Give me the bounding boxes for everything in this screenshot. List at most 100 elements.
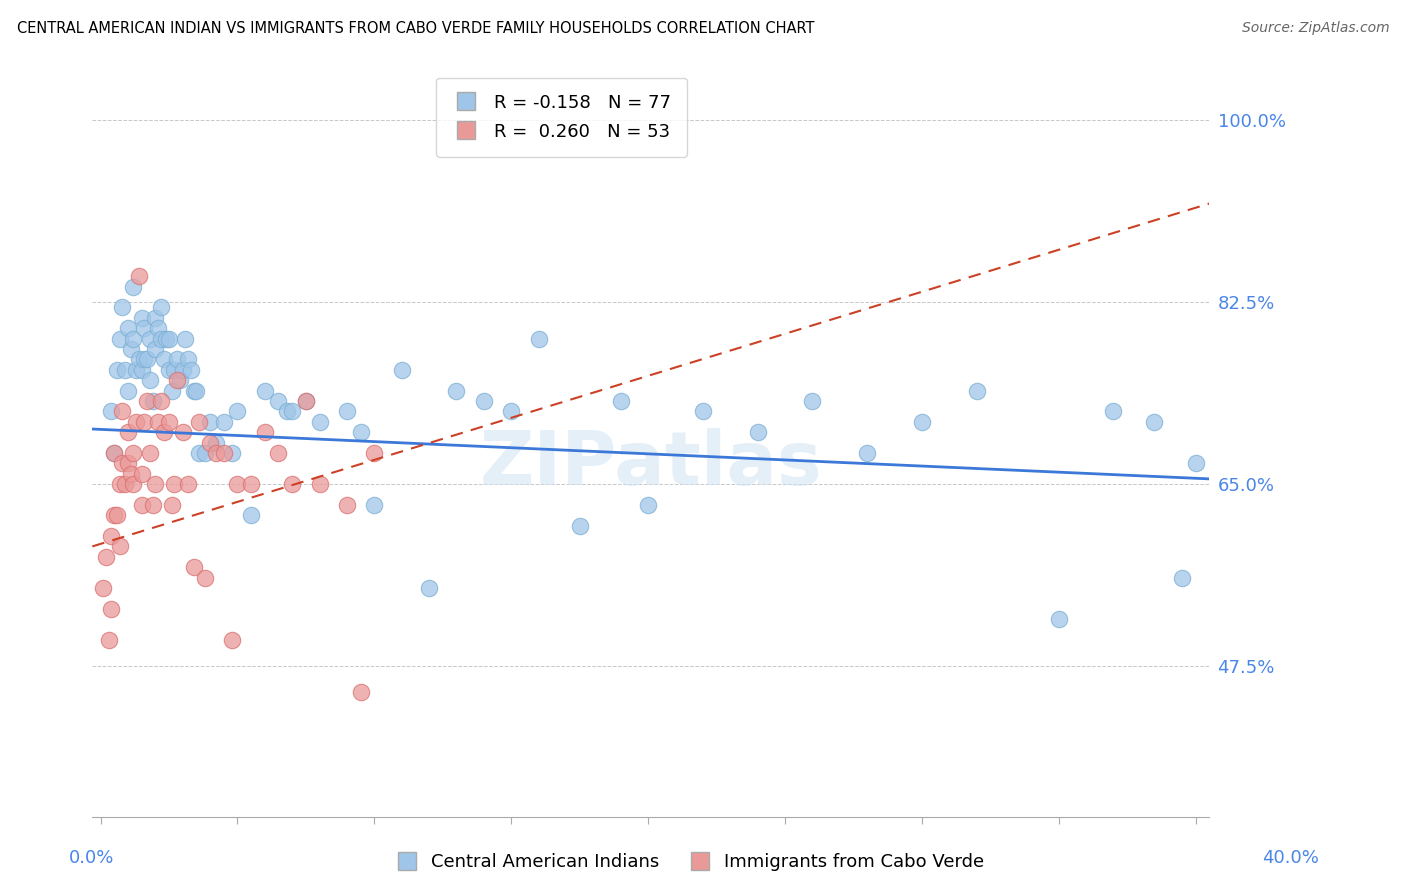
Point <box>198 435 221 450</box>
Point <box>692 404 714 418</box>
Point <box>128 269 150 284</box>
Point <box>183 560 205 574</box>
Point <box>198 415 221 429</box>
Point <box>221 446 243 460</box>
Point <box>221 632 243 647</box>
Point <box>128 352 150 367</box>
Point <box>120 467 142 481</box>
Point <box>193 446 215 460</box>
Point <box>166 373 188 387</box>
Point <box>125 415 148 429</box>
Point <box>103 446 125 460</box>
Point <box>253 384 276 398</box>
Point <box>122 446 145 460</box>
Point <box>139 373 162 387</box>
Point <box>114 363 136 377</box>
Text: ZIPatlas: ZIPatlas <box>479 428 823 501</box>
Point <box>349 685 371 699</box>
Point <box>111 456 134 470</box>
Point <box>143 477 166 491</box>
Point <box>120 342 142 356</box>
Point <box>143 342 166 356</box>
Point <box>149 332 172 346</box>
Point <box>163 363 186 377</box>
Text: Source: ZipAtlas.com: Source: ZipAtlas.com <box>1241 21 1389 36</box>
Point <box>226 477 249 491</box>
Point <box>160 384 183 398</box>
Point <box>276 404 298 418</box>
Legend: R = -0.158   N = 77, R =  0.260   N = 53: R = -0.158 N = 77, R = 0.260 N = 53 <box>436 78 688 157</box>
Point <box>94 549 117 564</box>
Point <box>169 373 191 387</box>
Point <box>146 321 169 335</box>
Point <box>308 415 330 429</box>
Point <box>142 394 165 409</box>
Point <box>801 394 824 409</box>
Point <box>336 404 359 418</box>
Point <box>155 332 177 346</box>
Point <box>527 332 550 346</box>
Point <box>117 456 139 470</box>
Point <box>188 446 211 460</box>
Point <box>100 404 122 418</box>
Point <box>308 477 330 491</box>
Point <box>103 446 125 460</box>
Point <box>446 384 468 398</box>
Point <box>122 477 145 491</box>
Legend: Central American Indians, Immigrants from Cabo Verde: Central American Indians, Immigrants fro… <box>387 847 991 879</box>
Point <box>136 394 159 409</box>
Point <box>131 363 153 377</box>
Point <box>97 632 120 647</box>
Point <box>267 394 290 409</box>
Point <box>212 415 235 429</box>
Point <box>183 384 205 398</box>
Point <box>295 394 318 409</box>
Point <box>105 363 128 377</box>
Point <box>136 352 159 367</box>
Point <box>911 415 934 429</box>
Point <box>418 581 440 595</box>
Point <box>186 384 208 398</box>
Point <box>240 508 263 523</box>
Point <box>117 321 139 335</box>
Point <box>139 332 162 346</box>
Point <box>193 571 215 585</box>
Point <box>204 446 226 460</box>
Point <box>152 425 174 439</box>
Point <box>105 508 128 523</box>
Point <box>281 477 304 491</box>
Point <box>1171 571 1194 585</box>
Point <box>114 477 136 491</box>
Point <box>363 498 385 512</box>
Point <box>139 446 162 460</box>
Point <box>295 394 318 409</box>
Point <box>253 425 276 439</box>
Point <box>100 529 122 543</box>
Point <box>172 363 194 377</box>
Point <box>134 352 156 367</box>
Point <box>363 446 385 460</box>
Point <box>1143 415 1166 429</box>
Point <box>134 415 156 429</box>
Point <box>111 404 134 418</box>
Point <box>1184 456 1206 470</box>
Point <box>111 301 134 315</box>
Point <box>131 467 153 481</box>
Point <box>267 446 290 460</box>
Point <box>226 404 249 418</box>
Point <box>91 581 114 595</box>
Point <box>204 435 226 450</box>
Point <box>117 384 139 398</box>
Point <box>568 518 591 533</box>
Point <box>108 477 131 491</box>
Point <box>240 477 263 491</box>
Point <box>174 332 197 346</box>
Point <box>160 498 183 512</box>
Point <box>336 498 359 512</box>
Point <box>117 425 139 439</box>
Point <box>172 425 194 439</box>
Point <box>149 301 172 315</box>
Text: 0.0%: 0.0% <box>69 849 114 867</box>
Point <box>1047 612 1070 626</box>
Point <box>125 363 148 377</box>
